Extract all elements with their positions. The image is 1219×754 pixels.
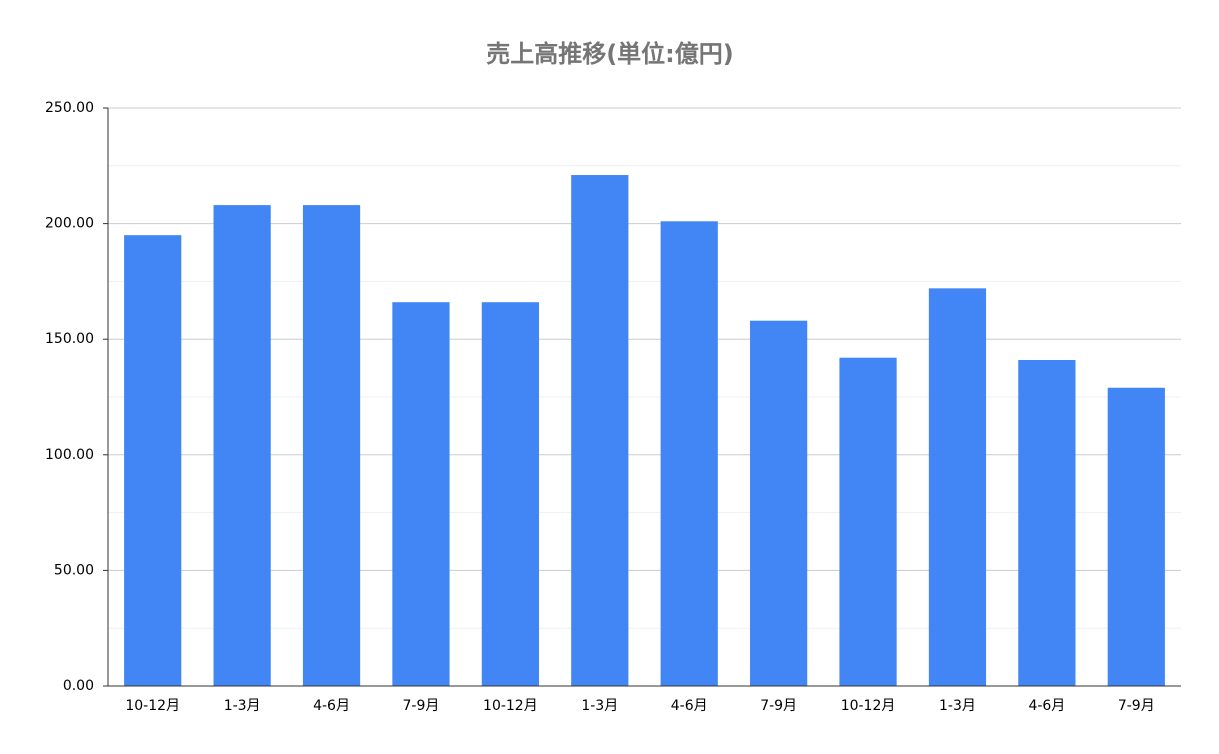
- y-tick-label: 100.00: [45, 447, 94, 463]
- y-tick-label: 200.00: [45, 216, 94, 232]
- y-tick-label: 0.00: [63, 678, 94, 694]
- x-tick-label: 7-9月: [403, 698, 440, 714]
- bar: [1018, 360, 1076, 686]
- bar: [928, 288, 987, 686]
- bar: [302, 205, 361, 686]
- y-tick-label: 250.00: [45, 100, 94, 116]
- x-tick-label: 10-12月: [483, 698, 538, 714]
- x-tick-label: 10-12月: [841, 698, 896, 714]
- x-tick-label: 4-6月: [313, 698, 350, 714]
- x-tick-label: 7-9月: [1118, 698, 1155, 714]
- bar: [1107, 387, 1165, 686]
- bar: [392, 302, 450, 686]
- x-tick-label: 1-3月: [939, 698, 976, 714]
- x-tick-label: 10-12月: [125, 698, 180, 714]
- bar: [213, 205, 271, 686]
- bar: [839, 357, 897, 686]
- y-tick-label: 150.00: [45, 331, 94, 347]
- x-tick-label: 1-3月: [224, 698, 261, 714]
- x-tick-label: 1-3月: [581, 698, 618, 714]
- bar: [481, 302, 539, 686]
- bar: [124, 235, 182, 686]
- chart-title: 売上高推移(単位:億円): [486, 40, 734, 68]
- y-tick-label: 50.00: [54, 562, 94, 578]
- bar: [571, 175, 629, 686]
- bar: [660, 221, 718, 686]
- x-tick-label: 4-6月: [1028, 698, 1065, 714]
- x-tick-label: 7-9月: [760, 698, 797, 714]
- x-tick-label: 4-6月: [671, 698, 708, 714]
- bar: [750, 320, 808, 686]
